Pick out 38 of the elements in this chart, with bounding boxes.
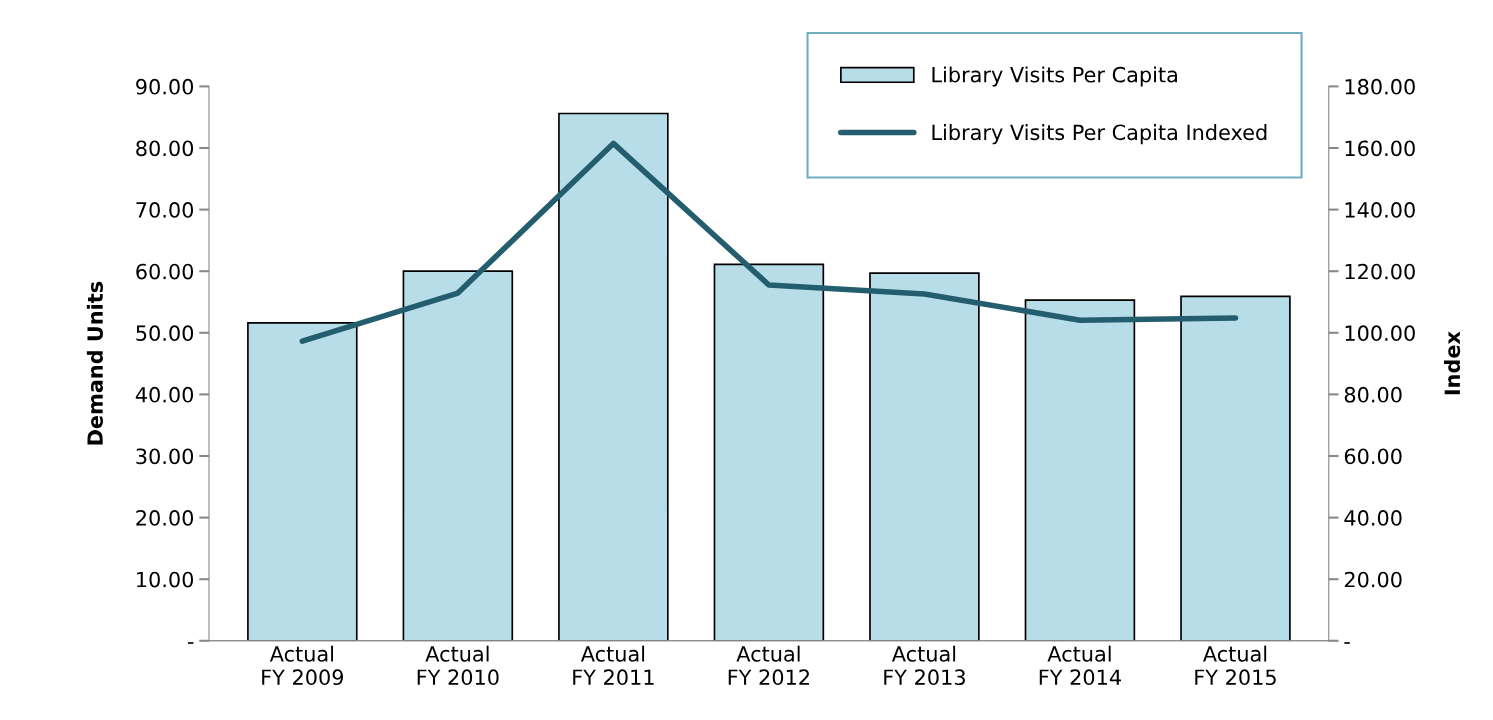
bar <box>247 322 358 641</box>
bar <box>713 263 825 641</box>
x-tick-label: Actual FY 2015 <box>1195 645 1276 686</box>
y2-tick-label: 60.00 <box>1344 448 1402 465</box>
y-axis-title: Demand Units <box>86 281 103 445</box>
y2-tick-label: 180.00 <box>1345 78 1415 95</box>
y-tick-label: 10.00 <box>137 571 194 588</box>
bar <box>1180 295 1291 641</box>
x-tick-label: Actual FY 2010 <box>417 645 499 686</box>
bar <box>1024 299 1136 641</box>
legend-label: Library Visits Per Capita <box>932 66 1177 87</box>
x-tick-label: Actual FY 2013 <box>884 645 965 686</box>
x-tick-label: Actual FY 2012 <box>728 645 809 686</box>
x-tick-label: Actual FY 2009 <box>262 645 344 686</box>
y2-axis-title: Index <box>1444 331 1461 395</box>
y-tick-label: 60.00 <box>136 263 194 280</box>
legend-label: Library Visits Per Capita Indexed <box>932 124 1267 145</box>
y2-tick-label: - <box>1344 642 1350 644</box>
y2-tick-label: 80.00 <box>1344 386 1402 403</box>
y-tick-label: 90.00 <box>136 78 194 95</box>
y2-tick-label: 160.00 <box>1345 140 1415 157</box>
y2-tick-label: 100.00 <box>1345 325 1415 342</box>
bar <box>558 112 669 641</box>
x-tick-label: Actual FY 2014 <box>1039 645 1121 686</box>
x-tick-label: Actual FY 2011 <box>573 645 654 686</box>
bar <box>402 270 514 641</box>
bar <box>869 272 980 641</box>
y2-tick-label: 120.00 <box>1345 263 1415 280</box>
y-tick-label: 40.00 <box>135 386 194 403</box>
y-tick-label: 30.00 <box>136 448 194 465</box>
y-tick-label: 80.00 <box>136 140 194 157</box>
y-tick-label: 70.00 <box>136 202 194 218</box>
y2-tick-label: 20.00 <box>1344 571 1402 588</box>
y-tick-label: 20.00 <box>136 510 194 526</box>
y2-tick-label: 40.00 <box>1344 510 1402 526</box>
y-tick-label: 50.00 <box>136 325 194 342</box>
y2-tick-label: 140.00 <box>1345 202 1415 218</box>
y-tick-label: - <box>187 642 194 644</box>
